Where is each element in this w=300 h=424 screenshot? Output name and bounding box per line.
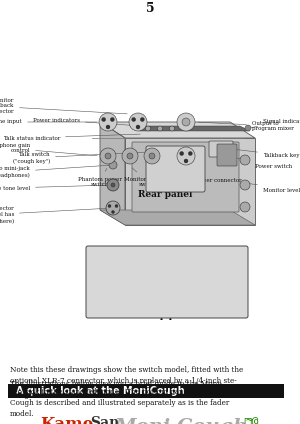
Circle shape bbox=[245, 125, 251, 131]
Text: Monitor level controls: Monitor level controls bbox=[248, 184, 300, 192]
Circle shape bbox=[144, 148, 160, 164]
Circle shape bbox=[111, 183, 115, 187]
FancyBboxPatch shape bbox=[86, 246, 248, 318]
Circle shape bbox=[177, 147, 195, 165]
Circle shape bbox=[129, 113, 147, 131]
Text: Talkback key: Talkback key bbox=[235, 149, 299, 157]
Circle shape bbox=[188, 151, 192, 156]
FancyBboxPatch shape bbox=[217, 144, 237, 166]
Circle shape bbox=[180, 151, 184, 156]
Text: The illustrations below give you a brief guide to the Moni-
Cough’s controls and: The illustrations below give you a brief… bbox=[10, 380, 222, 399]
Circle shape bbox=[112, 210, 115, 214]
Circle shape bbox=[240, 202, 250, 212]
Circle shape bbox=[106, 201, 120, 215]
Text: Power indicators: Power indicators bbox=[33, 117, 152, 127]
Polygon shape bbox=[100, 122, 255, 138]
Text: Power connector: Power connector bbox=[189, 167, 242, 182]
Circle shape bbox=[107, 179, 119, 191]
Text: Kame: Kame bbox=[40, 416, 93, 424]
Circle shape bbox=[99, 113, 117, 131]
FancyBboxPatch shape bbox=[146, 146, 205, 192]
Circle shape bbox=[146, 126, 151, 131]
Text: Talk switch
("cough key"): Talk switch ("cough key") bbox=[13, 152, 145, 164]
Text: Moni Cough: Moni Cough bbox=[115, 418, 248, 424]
Text: A quick look at the MoniCough: A quick look at the MoniCough bbox=[16, 386, 184, 396]
Circle shape bbox=[184, 159, 188, 163]
Polygon shape bbox=[130, 126, 250, 131]
Circle shape bbox=[100, 148, 116, 164]
Circle shape bbox=[132, 117, 136, 122]
Polygon shape bbox=[100, 210, 255, 225]
Circle shape bbox=[115, 204, 118, 207]
Circle shape bbox=[127, 153, 133, 159]
Text: ~@: ~@ bbox=[245, 416, 259, 424]
Text: Microphone input: Microphone input bbox=[0, 120, 97, 125]
FancyBboxPatch shape bbox=[132, 142, 239, 212]
Circle shape bbox=[240, 155, 250, 165]
Text: 🐢: 🐢 bbox=[243, 417, 251, 424]
Circle shape bbox=[122, 148, 138, 164]
Circle shape bbox=[108, 204, 111, 207]
Circle shape bbox=[182, 118, 190, 126]
Circle shape bbox=[149, 153, 155, 159]
FancyBboxPatch shape bbox=[8, 384, 284, 398]
Circle shape bbox=[110, 117, 114, 122]
Circle shape bbox=[240, 180, 250, 190]
Text: Phantom power
switch: Phantom power switch bbox=[78, 168, 122, 187]
Circle shape bbox=[158, 126, 163, 131]
Circle shape bbox=[140, 117, 144, 122]
Text: Rear panel: Rear panel bbox=[138, 190, 192, 199]
Text: Note this these drawings show the switch model, fitted with the
optional XLR-7 c: Note this these drawings show the switch… bbox=[10, 366, 243, 418]
Text: Signal indicator: Signal indicator bbox=[251, 120, 300, 128]
Circle shape bbox=[102, 117, 106, 122]
Text: Headset connector
(standard model has
1/4" stereo jack here): Headset connector (standard model has 1/… bbox=[0, 206, 110, 223]
Text: Power switch: Power switch bbox=[230, 156, 292, 168]
FancyBboxPatch shape bbox=[209, 141, 233, 157]
Text: 5: 5 bbox=[146, 3, 154, 16]
Circle shape bbox=[109, 161, 117, 169]
Text: Side tone level: Side tone level bbox=[0, 185, 110, 190]
Text: Monitor
input/talkback
output connector: Monitor input/talkback output connector bbox=[0, 98, 127, 114]
Text: Talk status indicator: Talk status indicator bbox=[3, 134, 140, 140]
Text: Output to
program mixer: Output to program mixer bbox=[198, 120, 294, 131]
Polygon shape bbox=[125, 138, 255, 225]
Text: Front and top panels: Front and top panels bbox=[100, 312, 200, 320]
Circle shape bbox=[136, 125, 140, 129]
Circle shape bbox=[169, 126, 175, 131]
Circle shape bbox=[105, 153, 111, 159]
Circle shape bbox=[177, 113, 195, 131]
Text: Monitor selection
switch: Monitor selection switch bbox=[124, 168, 172, 187]
Text: Stereo mini-jack
(headphones): Stereo mini-jack (headphones) bbox=[0, 165, 110, 178]
Polygon shape bbox=[100, 122, 125, 225]
Text: San: San bbox=[90, 416, 119, 424]
Text: Microphone gain
control: Microphone gain control bbox=[0, 142, 97, 156]
Circle shape bbox=[106, 125, 110, 129]
